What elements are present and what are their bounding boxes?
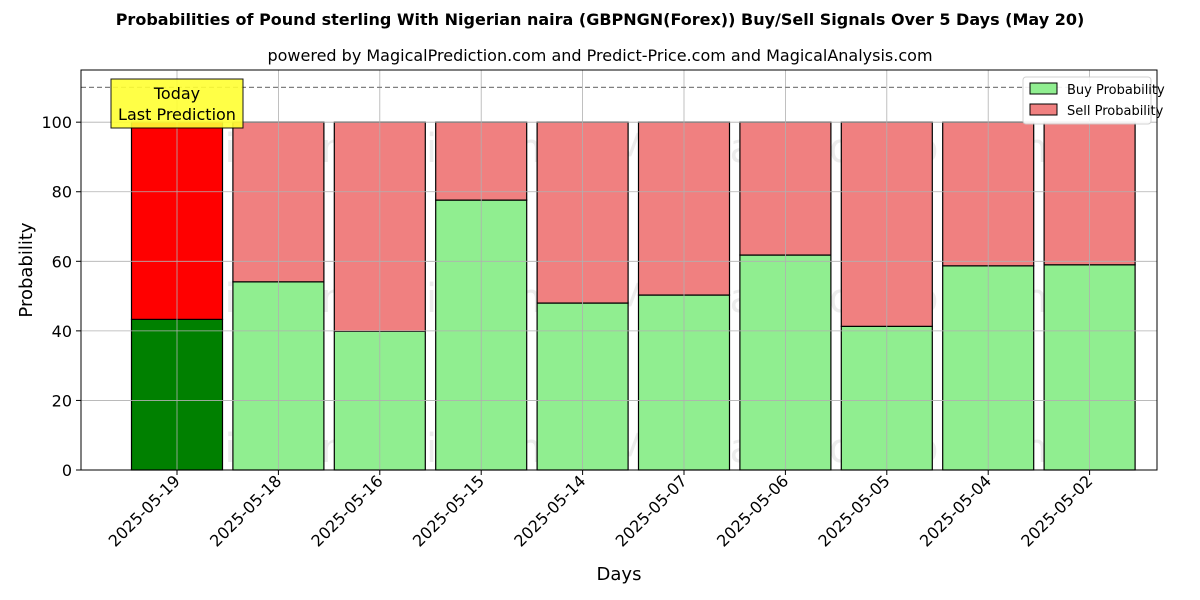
y-tick-label: 40 [52,322,72,341]
y-tick-label: 20 [52,391,72,410]
legend-label-buy: Buy Probability [1067,83,1165,98]
y-tick-label: 0 [62,461,72,480]
legend-swatch-sell [1029,103,1058,116]
x-tick-label: 2025-05-04 [916,471,995,550]
x-tick-label: 2025-05-05 [814,471,893,550]
y-tick-label: 80 [52,183,72,202]
annotation-line-2: Last Prediction [118,105,236,124]
x-tick-label: 2025-05-07 [612,471,691,550]
legend-swatch-buy [1029,82,1058,95]
legend-label-sell: Sell Probability [1067,104,1164,119]
x-tick-label: 2025-05-15 [409,471,488,550]
x-tick-label: 2025-05-02 [1017,471,1096,550]
chart-title: Probabilities of Pound sterling With Nig… [115,10,1085,29]
annotation-box [110,78,244,129]
x-tick-label: 2025-05-19 [105,471,184,550]
x-tick-label: 2025-05-16 [307,471,386,550]
plot-frame [80,69,1158,471]
chart-subtitle: powered by MagicalPrediction.com and Pre… [267,46,933,65]
y-tick-label: 60 [52,252,72,271]
x-tick-label: 2025-05-14 [510,471,589,550]
y-tick-label: 100 [41,113,72,132]
x-axis-label: Days [597,564,642,585]
x-tick-label: 2025-05-18 [206,471,285,550]
x-tick-label: 2025-05-06 [713,471,792,550]
y-axis-label: Probability [16,222,37,317]
annotation-line-1: Today [153,84,200,103]
